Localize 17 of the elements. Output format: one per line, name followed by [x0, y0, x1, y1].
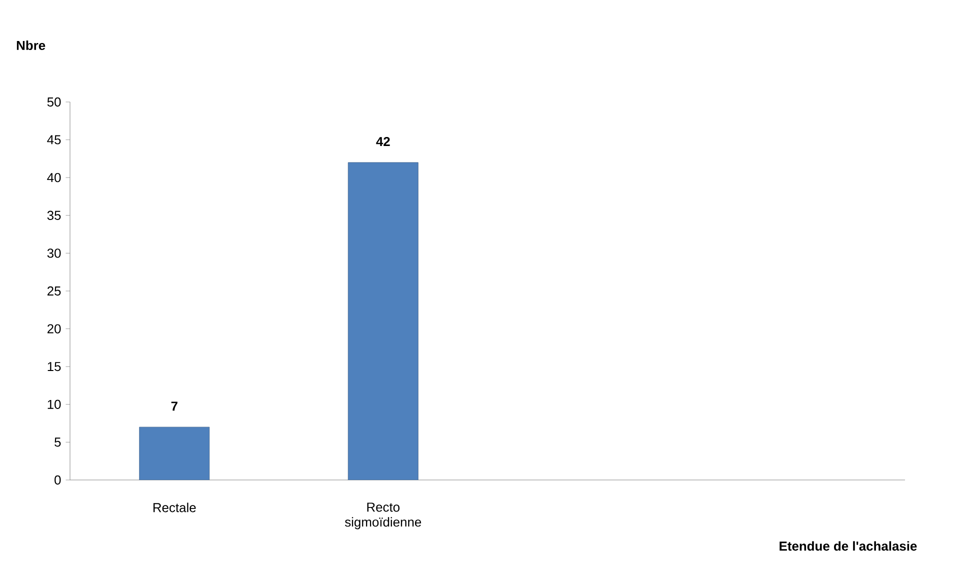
data-label: 7	[171, 402, 178, 411]
x-axis-title: Etendue de l'achalasie	[780, 541, 917, 551]
x-tick-label: Rectale	[153, 502, 196, 512]
x-tick-label: Recto sigmoïdienne	[344, 502, 422, 530]
y-tick-label: 45	[47, 135, 61, 144]
data-label: 42	[376, 136, 390, 146]
y-tick-label: 0	[54, 475, 61, 485]
y-tick-label: 50	[47, 97, 61, 107]
y-axis-title: Nbre	[16, 40, 46, 50]
y-tick-label: 30	[47, 248, 61, 258]
y-tick-label: 40	[47, 172, 61, 182]
y-tick-label: 10	[48, 400, 61, 409]
y-tick-label: 25	[47, 286, 61, 296]
y-tick-label: 15	[48, 362, 61, 372]
y-tick-label: 5	[54, 438, 61, 447]
y-tick-label: 35	[47, 210, 61, 220]
y-tick-label: 20	[47, 324, 61, 334]
